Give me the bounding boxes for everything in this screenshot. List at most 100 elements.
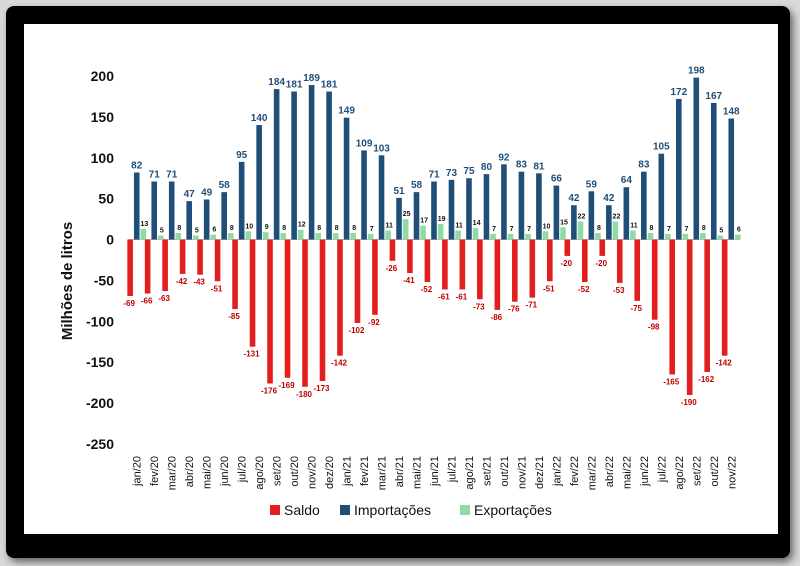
x-tick-label: nov/21 (516, 456, 528, 489)
importacoes-data-label: 71 (149, 169, 161, 180)
importacoes-data-label: 71 (428, 169, 440, 180)
saldo-data-label: -51 (211, 284, 223, 293)
x-tick-label: abr/22 (604, 456, 616, 487)
saldo-data-label: -102 (348, 326, 365, 335)
exportacoes-bar (262, 232, 269, 240)
saldo-bar (162, 239, 168, 292)
exportacoes-bar (595, 233, 601, 240)
importacoes-data-label: 184 (268, 77, 285, 88)
exportacoes-bar (630, 230, 636, 240)
saldo-bar (354, 239, 361, 323)
importacoes-data-label: 167 (705, 91, 722, 102)
exportacoes-data-label: 11 (630, 223, 638, 230)
saldo-data-label: -66 (141, 297, 153, 306)
saldo-data-label: -190 (681, 398, 698, 407)
importacoes-bar (588, 191, 595, 240)
exportacoes-bar (472, 228, 479, 240)
exportacoes-data-label: 8 (649, 225, 653, 232)
exportacoes-data-label: 11 (455, 223, 463, 230)
x-tick-label: nov/22 (726, 456, 738, 489)
importacoes-data-label: 80 (481, 162, 493, 173)
x-tick-label: fev/20 (149, 456, 161, 486)
exportacoes-bar (367, 233, 374, 240)
saldo-data-label: -169 (279, 381, 296, 390)
importacoes-data-label: 172 (670, 87, 687, 98)
y-tick-label: -100 (86, 313, 114, 329)
x-tick-label: jul/21 (446, 456, 458, 483)
importacoes-bar (151, 181, 158, 240)
exportacoes-data-label: 14 (473, 220, 481, 227)
x-tick-label: mai/22 (621, 456, 633, 489)
importacoes-data-label: 82 (131, 160, 143, 171)
exportacoes-data-label: 8 (282, 225, 286, 232)
importacoes-data-label: 83 (638, 160, 650, 171)
importacoes-bar (448, 179, 455, 240)
exportacoes-data-label: 5 (195, 227, 199, 234)
exportacoes-bar (507, 233, 514, 240)
y-tick-label: -150 (86, 354, 114, 370)
saldo-data-label: -85 (228, 312, 240, 321)
saldo-bar (407, 239, 413, 274)
exportacoes-bar (385, 230, 391, 240)
importacoes-bar (186, 201, 192, 240)
importacoes-data-label: 105 (653, 142, 670, 153)
saldo-bar (337, 239, 343, 356)
importacoes-bar (466, 178, 472, 240)
importacoes-bar (326, 91, 332, 240)
exportacoes-data-label: 9 (265, 224, 269, 231)
exportacoes-bar (525, 233, 531, 240)
exportacoes-bar (280, 233, 287, 240)
importacoes-data-label: 42 (568, 193, 580, 204)
saldo-data-label: -76 (508, 305, 520, 314)
importacoes-data-label: 58 (411, 180, 423, 191)
y-tick-label: 150 (91, 109, 115, 125)
saldo-bar (704, 239, 710, 373)
exportacoes-data-label: 8 (230, 225, 234, 232)
saldo-data-label: -53 (613, 286, 625, 295)
x-tick-label: ago/22 (674, 456, 686, 490)
exportacoes-bar (665, 233, 671, 240)
importacoes-data-label: 71 (166, 169, 178, 180)
legend-label: Saldo (284, 502, 320, 518)
chart-panel: 200 150 100 50 0 -50 -100 -150 -200 -250 82 13 -69 7… (24, 24, 778, 534)
saldo-bar (477, 239, 483, 300)
exportacoes-data-label: 6 (737, 227, 741, 234)
bar-chart: 200 150 100 50 0 -50 -100 -150 -200 -250 82 13 -69 7… (59, 66, 741, 518)
saldo-data-label: -20 (595, 259, 607, 268)
saldo-data-label: -142 (331, 359, 348, 368)
importacoes-data-label: 181 (286, 80, 303, 91)
x-tick-label: set/22 (691, 456, 703, 486)
x-tick-label: jan/22 (551, 456, 563, 487)
exportacoes-data-label: 5 (160, 227, 164, 234)
exportacoes-data-label: 10 (543, 223, 551, 230)
exportacoes-data-label: 8 (702, 225, 706, 232)
exportacoes-data-label: 7 (510, 226, 514, 233)
importacoes-bar (501, 164, 507, 240)
importacoes-bar (483, 174, 490, 240)
exportacoes-bar (175, 233, 182, 240)
saldo-data-label: -73 (473, 302, 485, 311)
saldo-data-label: -165 (663, 377, 680, 386)
saldo-bar (302, 239, 308, 387)
exportacoes-bar (437, 224, 444, 240)
chart-frame: 200 150 100 50 0 -50 -100 -150 -200 -250 82 13 -69 7… (6, 6, 790, 558)
importacoes-data-label: 149 (338, 106, 355, 117)
importacoes-bar (256, 125, 262, 240)
exportacoes-data-label: 19 (438, 216, 446, 223)
saldo-data-label: -43 (193, 278, 205, 287)
exportacoes-data-label: 7 (684, 226, 688, 233)
importacoes-data-label: 81 (533, 161, 545, 172)
x-tick-label: jul/20 (237, 456, 249, 483)
x-tick-label: jan/20 (132, 456, 144, 487)
saldo-data-label: -98 (648, 323, 660, 332)
saldo-bar (494, 239, 501, 310)
saldo-bar (442, 239, 448, 290)
saldo-bar (144, 239, 151, 294)
importacoes-data-label: 198 (688, 66, 705, 77)
exportacoes-bar (227, 233, 234, 240)
saldo-data-label: -51 (543, 284, 555, 293)
x-tick-label: dez/20 (324, 456, 336, 489)
importacoes-data-label: 181 (321, 80, 338, 91)
exportacoes-data-label: 12 (298, 222, 306, 229)
saldo-bar (581, 239, 588, 283)
